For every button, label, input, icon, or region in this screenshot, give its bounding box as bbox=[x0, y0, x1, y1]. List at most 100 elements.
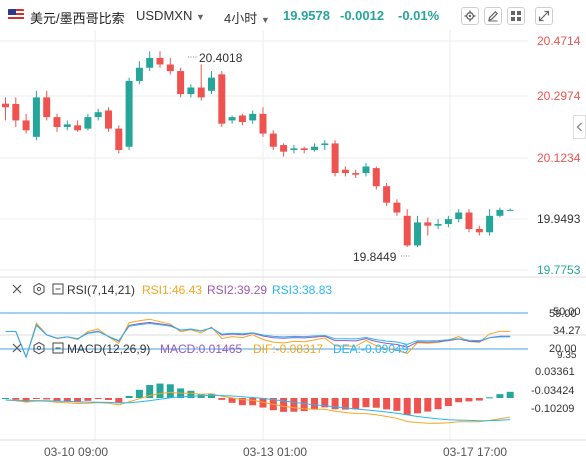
macd-bar bbox=[218, 398, 226, 400]
fullscreen-button[interactable] bbox=[535, 7, 553, 25]
candle-body bbox=[156, 57, 164, 65]
candle-body bbox=[321, 143, 329, 146]
candle-body bbox=[177, 71, 185, 95]
macd-bar bbox=[115, 398, 123, 404]
macd-bar bbox=[403, 398, 411, 415]
candle-body bbox=[238, 115, 246, 123]
candle-body bbox=[311, 146, 318, 151]
symbol-label: USDMXN bbox=[136, 8, 193, 23]
us-flag-icon bbox=[8, 9, 24, 21]
candle-body bbox=[22, 120, 30, 131]
candle-body bbox=[43, 97, 51, 118]
candle-body bbox=[414, 222, 421, 246]
expand-icon bbox=[538, 10, 550, 22]
pair-name: 美元/墨西哥比索 bbox=[30, 11, 125, 26]
last-price: 19.9578 bbox=[283, 8, 330, 23]
collapse-rsi-button[interactable] bbox=[12, 284, 22, 294]
candle-body bbox=[12, 103, 20, 121]
macd-bar bbox=[105, 398, 112, 400]
candle-body bbox=[218, 74, 226, 124]
macd-bar bbox=[84, 398, 92, 401]
close-icon bbox=[12, 284, 22, 294]
macd-bar bbox=[383, 398, 391, 410]
rsi1-line bbox=[5, 318, 511, 359]
candles-group bbox=[2, 51, 514, 248]
rsi2-value: RSI2:39.29 bbox=[207, 283, 267, 297]
rsi3-line bbox=[5, 322, 511, 359]
candle-body bbox=[74, 125, 82, 131]
rsi3-value: RSI3:38.83 bbox=[272, 283, 332, 297]
price-change: -0.0012 bbox=[340, 8, 385, 23]
candle-body bbox=[105, 110, 112, 129]
candle-body bbox=[125, 80, 133, 147]
chart-toolbar: 美元/墨西哥比索 USDMXN ▼ 4小时 ▼ 19.9578 -0.0012 … bbox=[0, 0, 586, 30]
macd-bar bbox=[125, 395, 133, 398]
time-tick: 03-10 09:00 bbox=[44, 445, 108, 459]
candle-body bbox=[362, 166, 370, 174]
macd-bar bbox=[341, 398, 349, 410]
settings-button[interactable] bbox=[461, 7, 479, 25]
symbol-selector[interactable]: USDMXN ▼ bbox=[136, 8, 205, 23]
collapse-macd-button[interactable] bbox=[12, 343, 22, 353]
candle-body bbox=[383, 186, 391, 203]
rsi-tick: 59.00 bbox=[549, 308, 577, 320]
rsi-toggle-button[interactable] bbox=[52, 283, 64, 295]
price-tick: 19.9493 bbox=[537, 212, 581, 226]
macd-bar bbox=[290, 398, 298, 412]
draw-button[interactable] bbox=[484, 7, 502, 25]
rsi-settings-button[interactable] bbox=[33, 282, 45, 296]
macd-bar bbox=[434, 398, 442, 410]
price-tick: 20.2974 bbox=[537, 89, 581, 103]
candle-body bbox=[455, 212, 463, 220]
timeframe-selector[interactable]: 4小时 ▼ bbox=[224, 8, 270, 27]
candle-body bbox=[372, 168, 380, 187]
macd-bar bbox=[94, 398, 102, 400]
macd-bar bbox=[74, 398, 82, 403]
macd-bar bbox=[475, 398, 483, 401]
candle-body bbox=[403, 215, 411, 246]
macd-toggle-button[interactable] bbox=[52, 342, 64, 354]
macd-bar bbox=[63, 398, 71, 402]
macd-histogram bbox=[2, 383, 514, 415]
candle-body bbox=[290, 148, 298, 151]
macd-bar bbox=[300, 398, 308, 412]
candle-body bbox=[146, 57, 154, 68]
caret-down-icon: ▼ bbox=[260, 15, 270, 25]
macd-bar bbox=[424, 398, 432, 412]
macd-bar bbox=[53, 398, 61, 401]
candle-body bbox=[465, 212, 473, 229]
macd-bar bbox=[238, 398, 246, 406]
macd-bar bbox=[393, 398, 401, 411]
layout-button[interactable] bbox=[507, 7, 525, 25]
candle-body bbox=[94, 112, 102, 118]
macd-bar bbox=[311, 398, 318, 410]
candle-body bbox=[434, 224, 442, 226]
candle-body bbox=[496, 209, 504, 216]
rsi1-value: RSI1:46.43 bbox=[142, 283, 202, 297]
gear-icon bbox=[33, 282, 45, 296]
gear-icon-hub bbox=[36, 286, 42, 292]
rsi-tick: 50.00 bbox=[553, 306, 581, 318]
macd-bar bbox=[22, 398, 30, 402]
rsi-tick: 34.27 bbox=[553, 325, 581, 337]
macd-tick: -0.03424 bbox=[531, 385, 574, 397]
macd-settings-button[interactable] bbox=[33, 341, 45, 355]
macd-bar bbox=[280, 398, 288, 412]
close-icon bbox=[12, 343, 22, 353]
candle-body bbox=[228, 117, 236, 121]
macd-legend: MACD(12,26,9) MACD:0.01465 DIF:-0.08317 … bbox=[12, 341, 409, 356]
price-grid bbox=[0, 30, 528, 440]
candle-body bbox=[300, 148, 308, 151]
time-tick: 03-13 01:00 bbox=[243, 445, 307, 459]
macd-bar bbox=[352, 398, 360, 410]
macd-label: MACD(12,26,9) bbox=[67, 342, 150, 356]
macd-bar bbox=[372, 398, 380, 408]
rsi-label: RSI(7,14,21) bbox=[67, 283, 135, 297]
macd-bar bbox=[156, 383, 164, 398]
price-tick: 20.1234 bbox=[537, 151, 581, 165]
candle-body bbox=[32, 97, 40, 137]
gear-icon-hub bbox=[36, 345, 42, 351]
rsi-tick: 9.35 bbox=[557, 350, 577, 361]
candle-body bbox=[115, 128, 123, 151]
